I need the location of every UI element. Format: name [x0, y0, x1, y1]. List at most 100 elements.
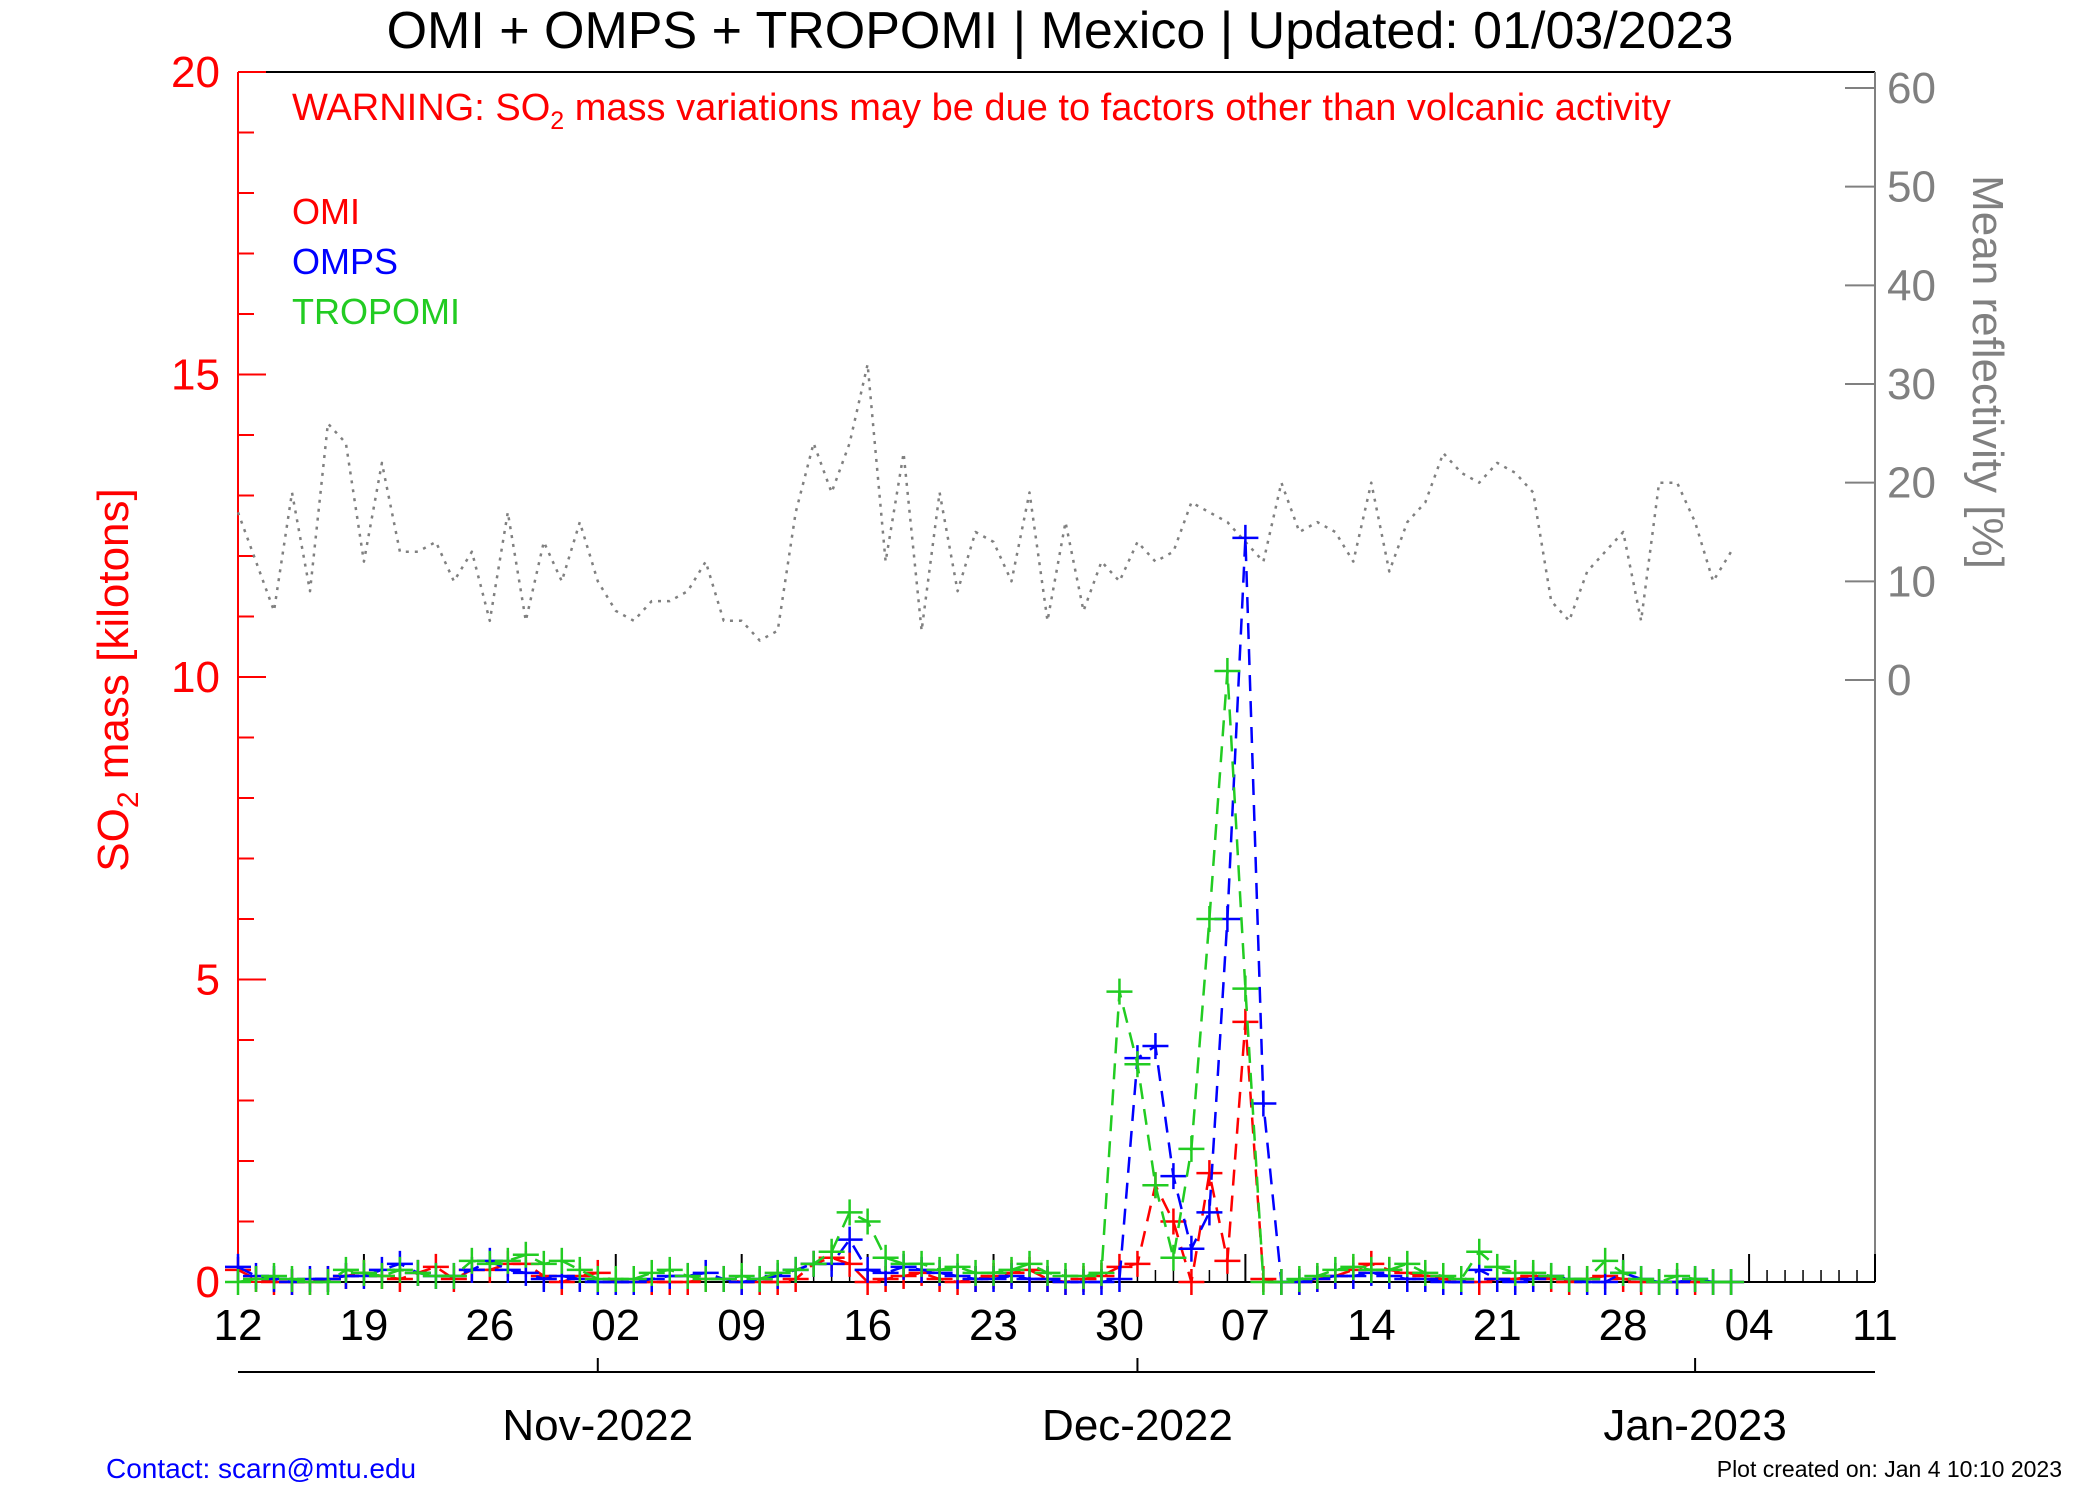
series-line-tropomi	[237, 669, 1732, 1284]
legend-omps: OMPS	[292, 241, 398, 282]
chart-title: OMI + OMPS + TROPOMI | Mexico | Updated:…	[387, 2, 1734, 60]
data-point-tropomi	[314, 1269, 341, 1295]
left-axis-tick-label: 20	[171, 48, 220, 97]
data-point-tropomi	[225, 1269, 251, 1295]
data-point-omps	[1196, 1199, 1223, 1226]
data-point-tropomi	[566, 1256, 593, 1283]
series-line-omps	[237, 536, 1732, 1284]
data-point-tropomi	[1070, 1262, 1097, 1289]
data-point-tropomi	[638, 1259, 665, 1286]
data-point-tropomi	[1214, 657, 1241, 684]
data-point-tropomi	[548, 1247, 575, 1274]
data-point-tropomi	[710, 1265, 737, 1292]
data-point-tropomi	[1286, 1265, 1313, 1292]
x-axis-tick-label: 09	[717, 1301, 766, 1350]
data-point-tropomi	[764, 1259, 791, 1286]
x-axis-tick-label: 11	[1852, 1301, 1898, 1350]
left-axis-tick-label: 15	[171, 351, 220, 400]
data-point-tropomi	[530, 1250, 557, 1277]
x-axis-tick-label: 07	[1221, 1301, 1270, 1350]
data-point-tropomi	[242, 1265, 269, 1292]
data-point-tropomi	[1592, 1247, 1619, 1274]
x-axis-tick-label: 04	[1725, 1301, 1774, 1350]
x-axis-tick-label: 19	[339, 1301, 388, 1350]
right-axis-tick-label: 50	[1887, 163, 1936, 212]
month-axis-label: Jan-2023	[1603, 1401, 1786, 1450]
data-point-tropomi	[1430, 1262, 1457, 1289]
data-point-tropomi	[332, 1256, 359, 1283]
data-point-tropomi	[1340, 1253, 1367, 1280]
data-point-tropomi	[836, 1199, 863, 1226]
series-line-omi	[237, 1020, 1732, 1284]
x-axis-tick-label: 02	[591, 1301, 640, 1350]
data-point-tropomi	[1610, 1259, 1637, 1286]
warning-text: WARNING: SO2 mass variations may be due …	[292, 87, 1671, 135]
data-point-tropomi	[512, 1241, 539, 1268]
x-axis-tick-label: 28	[1599, 1301, 1648, 1350]
data-point-tropomi	[1142, 1172, 1169, 1199]
data-point-tropomi	[1322, 1256, 1349, 1283]
data-point-omi	[1232, 1008, 1259, 1035]
data-point-tropomi	[350, 1259, 377, 1286]
data-point-tropomi	[1124, 1051, 1151, 1078]
contact-text: Contact: scarn@mtu.edu	[106, 1453, 417, 1484]
right-axis-tick-label: 60	[1887, 64, 1936, 113]
series-layer	[225, 524, 1745, 1295]
data-point-tropomi	[494, 1247, 521, 1274]
series-line-mean-reflectivity	[236, 363, 1733, 642]
data-point-tropomi	[1196, 906, 1223, 932]
data-point-omps	[1106, 1265, 1133, 1292]
legend: OMI OMPS TROPOMI	[292, 191, 460, 332]
data-point-tropomi	[872, 1244, 899, 1271]
data-point-tropomi	[1664, 1262, 1691, 1289]
data-point-tropomi	[980, 1259, 1007, 1286]
data-point-tropomi	[908, 1250, 935, 1277]
month-axis-label: Nov-2022	[502, 1401, 693, 1450]
legend-tropomi: TROPOMI	[292, 291, 460, 332]
data-point-omps	[854, 1256, 881, 1283]
data-point-tropomi	[1178, 1135, 1205, 1162]
data-point-tropomi	[1016, 1250, 1043, 1277]
data-point-omps	[1178, 1235, 1205, 1262]
x-axis-tick-label: 30	[1095, 1301, 1144, 1350]
data-point-tropomi	[368, 1262, 395, 1289]
data-point-tropomi	[1484, 1253, 1511, 1280]
data-point-omi	[1196, 1160, 1223, 1187]
x-axis-tick-label: 23	[969, 1301, 1018, 1350]
data-point-tropomi	[1304, 1262, 1331, 1289]
legend-omi: OMI	[292, 191, 360, 232]
data-point-omi	[1178, 1269, 1205, 1295]
data-point-tropomi	[1448, 1265, 1475, 1292]
data-point-tropomi	[278, 1265, 305, 1292]
data-point-tropomi	[818, 1238, 845, 1265]
right-axis-tick-label: 30	[1887, 360, 1936, 409]
data-point-omps	[1250, 1090, 1277, 1117]
data-point-tropomi	[1088, 1259, 1115, 1286]
right-axis-tick-label: 10	[1887, 557, 1936, 606]
data-point-tropomi	[440, 1262, 467, 1289]
left-axis-tick-label: 5	[196, 956, 220, 1005]
left-axis-tick-label: 0	[196, 1258, 220, 1307]
x-axis-tick-label: 26	[465, 1301, 514, 1350]
data-point-tropomi	[926, 1256, 953, 1283]
data-point-tropomi	[620, 1265, 647, 1292]
data-point-tropomi	[944, 1253, 971, 1280]
right-axis-tick-label: 40	[1887, 261, 1936, 310]
data-point-omi	[1124, 1250, 1151, 1277]
left-axis-tick-label: 10	[171, 653, 220, 702]
data-point-tropomi	[1628, 1265, 1655, 1292]
data-point-tropomi	[1412, 1259, 1439, 1286]
x-axis-tick-label: 16	[843, 1301, 892, 1350]
plot-created-text: Plot created on: Jan 4 10:10 2023	[1716, 1456, 2062, 1482]
data-point-omps	[1160, 1163, 1187, 1190]
data-point-omps	[836, 1226, 863, 1253]
data-point-tropomi	[1574, 1265, 1601, 1292]
data-point-tropomi	[1682, 1265, 1709, 1292]
data-point-tropomi	[1160, 1244, 1187, 1271]
data-point-tropomi	[746, 1265, 773, 1292]
right-axis-tick-label: 0	[1887, 656, 1911, 705]
x-axis-tick-label: 14	[1347, 1301, 1396, 1350]
reflectivity-layer	[236, 363, 1733, 642]
data-point-omps	[1142, 1033, 1169, 1060]
data-point-tropomi	[476, 1250, 503, 1277]
